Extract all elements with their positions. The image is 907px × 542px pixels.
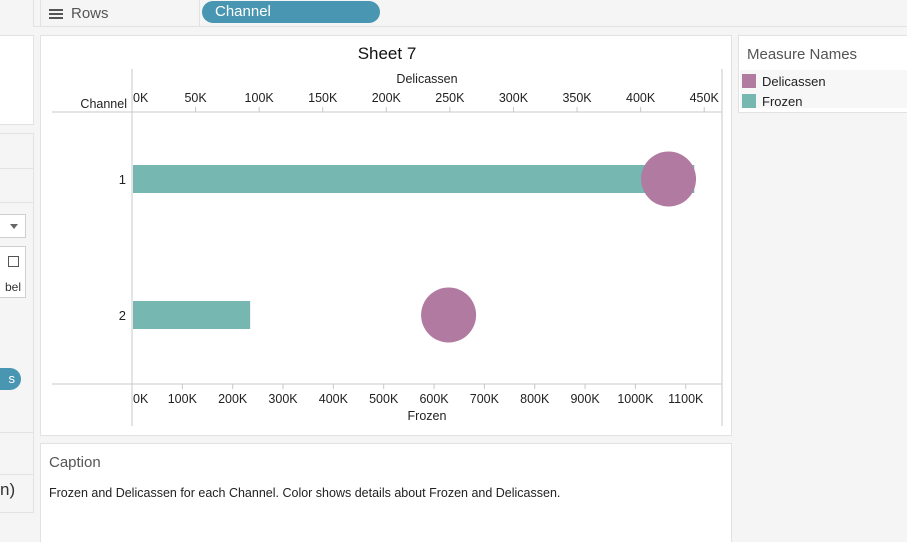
top-axis-ticks: 0K 50K 100K 150K 200K 250K 300K 350K 400K 450K (131, 91, 720, 112)
delicassen-circle (641, 151, 697, 207)
legend-item-frozen[interactable]: Frozen (742, 92, 802, 110)
rows-label-text: Rows (71, 5, 109, 22)
bottom-axis-tick-label: 300K (268, 392, 298, 406)
top-axis-tick-label: 150K (308, 91, 338, 105)
top-axis-tick-label: 450K (690, 91, 720, 105)
bottom-axis-tick-label: 900K (570, 392, 600, 406)
mark-type-dropdown[interactable] (0, 214, 26, 238)
bottom-axis-tick-label: 400K (319, 392, 349, 406)
top-axis-tick-label: 0K (133, 91, 149, 105)
caption-text: Frozen and Delicassen for each Channel. … (49, 486, 561, 500)
sheet-title: Sheet 7 (358, 44, 417, 63)
bottom-axis-tick-label: 1000K (617, 392, 654, 406)
bottom-axis-ticks: 0K 100K 200K 300K 400K 500K 600K 700K 800K 900K 10… (131, 384, 704, 406)
rows-shelf-label: Rows (40, 0, 200, 27)
left-panel-text: n) (0, 480, 16, 499)
left-card-top (0, 35, 34, 125)
chart-svg: Sheet 7 Delicassen Channel Frozen 0K 50K 1… (52, 44, 723, 426)
bottom-axis-tick-label: 800K (520, 392, 550, 406)
bottom-axis-tick-label: 1100K (668, 392, 704, 406)
bottom-axis-tick-label: 0K (133, 392, 149, 406)
row-header-channel: Channel (80, 97, 127, 111)
legend-title: Measure Names (747, 46, 858, 63)
bottom-axis-tick-label: 600K (419, 392, 449, 406)
top-axis-tick-label: 50K (184, 91, 207, 105)
frozen-bar (133, 165, 695, 193)
marks-card-divider (0, 168, 34, 169)
top-axis-title: Delicassen (396, 72, 457, 86)
rows-shelf: Rows Channel (0, 0, 907, 27)
bottom-axis-tick-label: 100K (168, 392, 198, 406)
bottom-axis-tick-label: 200K (218, 392, 248, 406)
row-label: 1 (119, 172, 126, 187)
top-axis-tick-label: 400K (626, 91, 656, 105)
bottom-axis-title: Frozen (408, 409, 447, 423)
frozen-bar (133, 301, 251, 329)
bottom-axis-tick-label: 500K (369, 392, 399, 406)
label-button-text: bel (4, 280, 21, 294)
rows-icon (49, 8, 63, 20)
delicassen-circle (421, 287, 477, 343)
legend-label-frozen: Frozen (762, 93, 803, 109)
caption-panel: Caption Frozen and Delicassen for each C… (40, 443, 732, 542)
legend-label-delicassen: Delicassen (762, 73, 826, 89)
marks-card-divider (0, 202, 34, 203)
frozen-bars (133, 165, 695, 329)
marks-card (0, 133, 34, 513)
top-axis-tick-label: 200K (372, 91, 402, 105)
legend-item-delicassen[interactable]: Delicassen (742, 72, 826, 90)
legend-swatch-frozen (742, 94, 756, 108)
legend-swatch-delicassen (742, 74, 756, 88)
row-labels: 12 (119, 172, 126, 323)
shelf-left-blank (0, 0, 34, 27)
delicassen-circles (421, 151, 697, 343)
caption-title: Caption (49, 454, 101, 471)
marks-card-divider (0, 432, 34, 433)
marks-card-divider (0, 474, 34, 475)
bottom-axis-tick-label: 700K (470, 392, 500, 406)
color-legend: Measure Names Delicassen Frozen (738, 35, 907, 113)
measure-pill[interactable]: s (0, 368, 21, 390)
top-axis-tick-label: 300K (499, 91, 529, 105)
channel-pill[interactable]: Channel (202, 1, 380, 23)
chevron-down-icon (10, 224, 18, 229)
label-icon (8, 256, 19, 267)
sheet-view: Sheet 7 Delicassen Channel Frozen 0K 50K 1… (40, 35, 732, 436)
top-axis-tick-label: 250K (435, 91, 465, 105)
top-axis-tick-label: 350K (562, 91, 592, 105)
top-axis-tick-label: 100K (245, 91, 275, 105)
label-button[interactable]: bel (0, 246, 26, 298)
legend-items-background (740, 70, 907, 108)
row-label: 2 (119, 308, 126, 323)
